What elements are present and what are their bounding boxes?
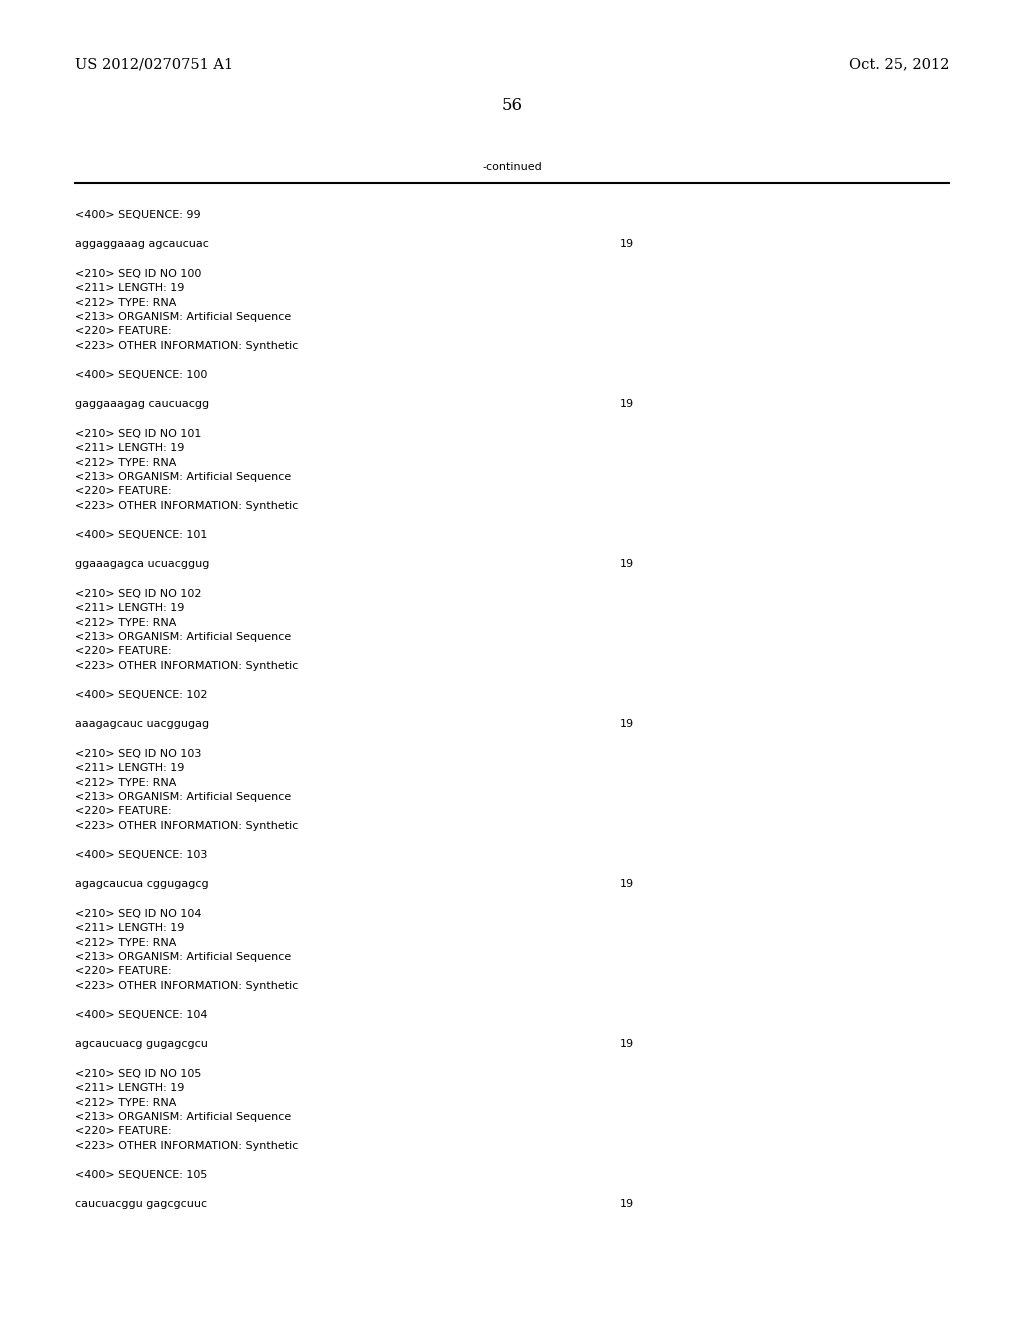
Text: caucuacggu gagcgcuuc: caucuacggu gagcgcuuc — [75, 1199, 207, 1209]
Text: aaagagcauc uacggugag: aaagagcauc uacggugag — [75, 719, 209, 729]
Text: <223> OTHER INFORMATION: Synthetic: <223> OTHER INFORMATION: Synthetic — [75, 341, 298, 351]
Text: <223> OTHER INFORMATION: Synthetic: <223> OTHER INFORMATION: Synthetic — [75, 661, 298, 671]
Text: <223> OTHER INFORMATION: Synthetic: <223> OTHER INFORMATION: Synthetic — [75, 821, 298, 832]
Text: 19: 19 — [620, 239, 634, 249]
Text: <212> TYPE: RNA: <212> TYPE: RNA — [75, 297, 176, 308]
Text: <210> SEQ ID NO 105: <210> SEQ ID NO 105 — [75, 1068, 202, 1078]
Text: 19: 19 — [620, 1199, 634, 1209]
Text: <212> TYPE: RNA: <212> TYPE: RNA — [75, 1097, 176, 1107]
Text: ggaaagagca ucuacggug: ggaaagagca ucuacggug — [75, 558, 209, 569]
Text: <211> LENGTH: 19: <211> LENGTH: 19 — [75, 282, 184, 293]
Text: <400> SEQUENCE: 104: <400> SEQUENCE: 104 — [75, 1010, 208, 1020]
Text: <220> FEATURE:: <220> FEATURE: — [75, 1126, 172, 1137]
Text: <220> FEATURE:: <220> FEATURE: — [75, 807, 172, 817]
Text: <400> SEQUENCE: 99: <400> SEQUENCE: 99 — [75, 210, 201, 220]
Text: <220> FEATURE:: <220> FEATURE: — [75, 966, 172, 977]
Text: 19: 19 — [620, 399, 634, 409]
Text: <211> LENGTH: 19: <211> LENGTH: 19 — [75, 1082, 184, 1093]
Text: 56: 56 — [502, 96, 522, 114]
Text: <210> SEQ ID NO 104: <210> SEQ ID NO 104 — [75, 908, 202, 919]
Text: <400> SEQUENCE: 103: <400> SEQUENCE: 103 — [75, 850, 208, 861]
Text: 19: 19 — [620, 719, 634, 729]
Text: <210> SEQ ID NO 102: <210> SEQ ID NO 102 — [75, 589, 202, 598]
Text: Oct. 25, 2012: Oct. 25, 2012 — [849, 57, 949, 71]
Text: <212> TYPE: RNA: <212> TYPE: RNA — [75, 618, 176, 627]
Text: <400> SEQUENCE: 101: <400> SEQUENCE: 101 — [75, 531, 208, 540]
Text: <220> FEATURE:: <220> FEATURE: — [75, 487, 172, 496]
Text: <400> SEQUENCE: 102: <400> SEQUENCE: 102 — [75, 690, 208, 700]
Text: gaggaaagag caucuacgg: gaggaaagag caucuacgg — [75, 399, 209, 409]
Text: <211> LENGTH: 19: <211> LENGTH: 19 — [75, 444, 184, 453]
Text: -continued: -continued — [482, 162, 542, 172]
Text: US 2012/0270751 A1: US 2012/0270751 A1 — [75, 57, 233, 71]
Text: 19: 19 — [620, 879, 634, 888]
Text: <213> ORGANISM: Artificial Sequence: <213> ORGANISM: Artificial Sequence — [75, 312, 291, 322]
Text: <213> ORGANISM: Artificial Sequence: <213> ORGANISM: Artificial Sequence — [75, 792, 291, 803]
Text: <213> ORGANISM: Artificial Sequence: <213> ORGANISM: Artificial Sequence — [75, 632, 291, 642]
Text: <400> SEQUENCE: 100: <400> SEQUENCE: 100 — [75, 370, 208, 380]
Text: <220> FEATURE:: <220> FEATURE: — [75, 326, 172, 337]
Text: <210> SEQ ID NO 103: <210> SEQ ID NO 103 — [75, 748, 202, 759]
Text: <210> SEQ ID NO 100: <210> SEQ ID NO 100 — [75, 268, 202, 279]
Text: <211> LENGTH: 19: <211> LENGTH: 19 — [75, 763, 184, 774]
Text: <212> TYPE: RNA: <212> TYPE: RNA — [75, 777, 176, 788]
Text: <211> LENGTH: 19: <211> LENGTH: 19 — [75, 923, 184, 933]
Text: <212> TYPE: RNA: <212> TYPE: RNA — [75, 458, 176, 467]
Text: <213> ORGANISM: Artificial Sequence: <213> ORGANISM: Artificial Sequence — [75, 952, 291, 962]
Text: <213> ORGANISM: Artificial Sequence: <213> ORGANISM: Artificial Sequence — [75, 473, 291, 482]
Text: agcaucuacg gugagcgcu: agcaucuacg gugagcgcu — [75, 1039, 208, 1049]
Text: <211> LENGTH: 19: <211> LENGTH: 19 — [75, 603, 184, 612]
Text: 19: 19 — [620, 1039, 634, 1049]
Text: <223> OTHER INFORMATION: Synthetic: <223> OTHER INFORMATION: Synthetic — [75, 981, 298, 991]
Text: <213> ORGANISM: Artificial Sequence: <213> ORGANISM: Artificial Sequence — [75, 1111, 291, 1122]
Text: 19: 19 — [620, 558, 634, 569]
Text: aggaggaaag agcaucuac: aggaggaaag agcaucuac — [75, 239, 209, 249]
Text: <210> SEQ ID NO 101: <210> SEQ ID NO 101 — [75, 429, 202, 438]
Text: <223> OTHER INFORMATION: Synthetic: <223> OTHER INFORMATION: Synthetic — [75, 1140, 298, 1151]
Text: agagcaucua cggugagcg: agagcaucua cggugagcg — [75, 879, 209, 888]
Text: <223> OTHER INFORMATION: Synthetic: <223> OTHER INFORMATION: Synthetic — [75, 502, 298, 511]
Text: <400> SEQUENCE: 105: <400> SEQUENCE: 105 — [75, 1170, 208, 1180]
Text: <212> TYPE: RNA: <212> TYPE: RNA — [75, 937, 176, 948]
Text: <220> FEATURE:: <220> FEATURE: — [75, 647, 172, 656]
